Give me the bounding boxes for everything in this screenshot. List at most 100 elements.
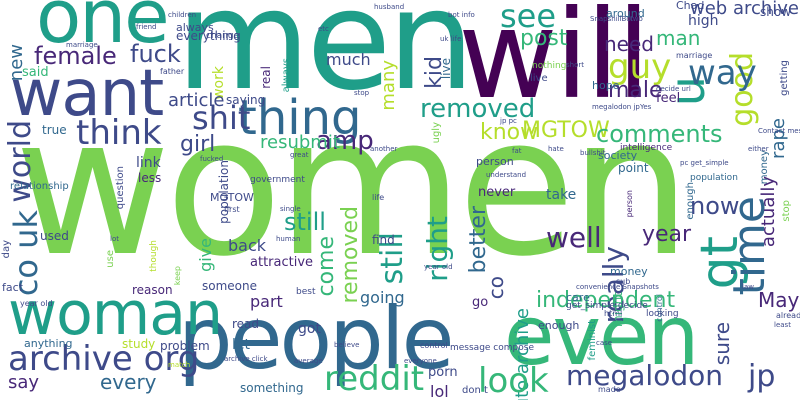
word-enough: society xyxy=(598,149,638,162)
word-two: already xyxy=(776,311,800,320)
word-point: care xyxy=(566,291,590,304)
word-day: always xyxy=(176,21,214,34)
word-megalodon: megalodon xyxy=(566,359,723,392)
word-said: someone xyxy=(202,279,257,293)
word-etc: bot info xyxy=(448,11,475,19)
word-megalodon-jp: getting xyxy=(779,60,790,96)
word-well: removed xyxy=(420,94,536,124)
word-right: right xyxy=(421,216,454,282)
word-need: girl xyxy=(180,132,216,157)
word-friend: change xyxy=(206,31,240,41)
word-jp-pc: marriage xyxy=(676,51,713,60)
word-saying: Chad xyxy=(676,0,705,12)
word-study: use xyxy=(105,250,116,268)
word-even: even xyxy=(504,289,699,384)
word-archive-org: archive org xyxy=(8,339,200,379)
word-decide-url: stop xyxy=(781,200,792,222)
word-good: male xyxy=(608,78,663,103)
word-world: fuck xyxy=(130,40,181,68)
word-government: intelligence xyxy=(620,143,673,153)
word-much: article xyxy=(168,90,225,111)
word-looking: life xyxy=(372,193,385,202)
word-removed: removed xyxy=(338,206,363,304)
word-money: person xyxy=(476,155,514,168)
word-male: say xyxy=(8,372,40,393)
word-bullshit: megalodon jp xyxy=(592,103,640,111)
word-change: match xyxy=(168,361,191,369)
word-look: look xyxy=(478,361,549,400)
word-believe: made xyxy=(598,385,621,394)
word-sub: bullshit xyxy=(580,149,606,157)
word-someone: something xyxy=(240,381,304,395)
word-see: see xyxy=(500,0,557,35)
word-snapshillbot: keep xyxy=(173,266,182,286)
word-year: actually xyxy=(758,176,779,248)
word-show: around xyxy=(606,7,645,20)
word-less: study xyxy=(122,337,156,351)
word-lol: porn xyxy=(428,365,458,380)
word-might: money xyxy=(610,265,648,278)
word-problem: used xyxy=(40,229,69,243)
word-attractive: let xyxy=(232,337,250,353)
word-got: find xyxy=(372,233,395,247)
word-amp: still xyxy=(284,208,326,236)
word-part: attractive xyxy=(250,255,314,270)
word-average: year old xyxy=(424,263,453,271)
word-used: relationship xyxy=(10,181,69,192)
word-father: short xyxy=(566,61,584,69)
word-true: read xyxy=(232,317,260,331)
word-probably: feel xyxy=(656,91,681,106)
word-everything: real xyxy=(259,66,273,89)
word-always: saying xyxy=(226,93,266,107)
word-real: show xyxy=(760,5,792,19)
word-question: archive click xyxy=(224,355,268,363)
word-best: human xyxy=(276,235,301,243)
word-women: women xyxy=(14,76,691,299)
word-say: now xyxy=(690,192,740,220)
word-fucked: hate xyxy=(548,145,564,153)
word-mgtow-small: MGTOW xyxy=(210,191,254,204)
word-society: money xyxy=(759,150,770,185)
word-jp: jp xyxy=(748,359,776,394)
word-far: uk life xyxy=(440,35,462,43)
word-great: fat xyxy=(512,147,522,155)
word-care: enough xyxy=(538,319,580,332)
word-auto-archive: said xyxy=(22,65,49,80)
word-get-simple-decide: control xyxy=(420,341,448,350)
word-help: lot xyxy=(110,235,119,243)
word-want: want xyxy=(10,57,164,131)
word-reddit: reddit xyxy=(324,359,425,399)
word-literally: though xyxy=(149,240,159,272)
word-fat: Contact message xyxy=(758,127,800,135)
word-archive-click: don t xyxy=(462,385,488,396)
word-new: year xyxy=(642,222,692,247)
word-man: shit xyxy=(192,99,251,137)
word-case: message compose xyxy=(450,343,534,353)
word-don-t: case xyxy=(596,339,613,347)
word-female: post xyxy=(520,26,568,51)
word-chad: hope xyxy=(592,79,620,92)
word-life: single xyxy=(280,205,301,213)
word-going: resubmit xyxy=(260,132,340,153)
word-kid: back xyxy=(228,236,267,255)
word-know: know xyxy=(480,120,539,145)
word-marriage: etc xyxy=(318,25,329,33)
word-take: much xyxy=(326,50,371,69)
word-bot-info: friend xyxy=(136,23,157,31)
word-children: question xyxy=(115,166,126,210)
word-though: average xyxy=(294,357,323,365)
word-mean: web archive xyxy=(690,0,800,19)
word-people: people xyxy=(178,289,455,389)
word-law: understand xyxy=(486,171,527,179)
word-come: co xyxy=(484,276,508,300)
word-husband: children xyxy=(168,11,197,19)
word-bad: lol xyxy=(430,382,449,400)
word-match: believe xyxy=(334,341,360,349)
word-stop: marriage xyxy=(66,41,98,49)
word-will: will xyxy=(458,0,650,126)
word-least: law xyxy=(742,283,754,291)
word-resubmit: give xyxy=(196,238,215,272)
word-intelligence: person xyxy=(625,190,634,218)
word-back: got xyxy=(298,321,321,337)
